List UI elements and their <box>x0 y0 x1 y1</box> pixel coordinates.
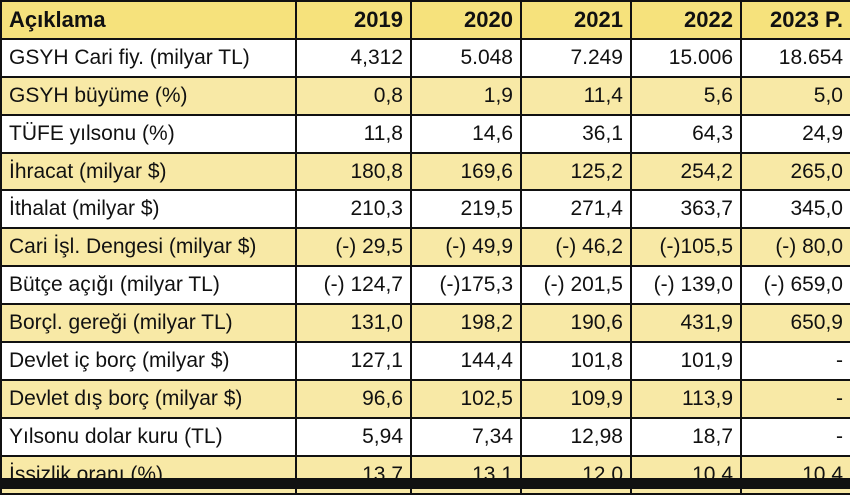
table-cell: 18.654 <box>740 37 850 78</box>
table-cell: 15.006 <box>630 37 742 78</box>
table-cell: 7.249 <box>520 37 632 78</box>
table-row: Yılsonu dolar kuru (TL) 5,94 7,34 12,98 18,7… <box>0 416 850 457</box>
table-cell: 144,4 <box>410 341 522 381</box>
table-row: TÜFE yılsonu (%) 11,8 14,6 36,1 64,3 24,9 <box>0 113 850 154</box>
table-cell: 1,9 <box>410 75 522 116</box>
table-cell: - <box>740 341 850 381</box>
column-header-2020: 2020 <box>410 0 522 40</box>
table-cell: 254,2 <box>630 151 742 192</box>
table-cell: 11,8 <box>295 113 412 154</box>
row-label: İthalat (milyar $) <box>0 189 297 230</box>
table-cell: 190,6 <box>520 303 632 344</box>
table-row: Devlet dış borç (milyar $) 96,6 102,5 109,9… <box>0 378 850 419</box>
table-cell: 113,9 <box>630 378 742 419</box>
row-label: GSYH büyüme (%) <box>0 75 297 116</box>
table-cell: 18,7 <box>630 416 742 457</box>
table-cell: 5,94 <box>295 416 412 457</box>
table-cell: 431,9 <box>630 303 742 344</box>
table-cell: (-) 46,2 <box>520 227 632 268</box>
column-header-2023-forecast: 2023 P. <box>740 0 850 40</box>
row-label: Yılsonu dolar kuru (TL) <box>0 416 297 457</box>
row-label: Devlet dış borç (milyar $) <box>0 378 297 419</box>
table-cell: 64,3 <box>630 113 742 154</box>
table-cell: 219,5 <box>410 189 522 230</box>
table-cell: (-)105,5 <box>630 227 742 268</box>
table-cell: 198,2 <box>410 303 522 344</box>
table-body: GSYH Cari fiy. (milyar TL) 4,312 5.048 7.24… <box>0 37 850 495</box>
row-label: Bütçe açığı (milyar TL) <box>0 265 297 306</box>
table-cell: (-) 29,5 <box>295 227 412 268</box>
table-cell: 169,6 <box>410 151 522 192</box>
table-cell: 125,2 <box>520 151 632 192</box>
table-cell: 14,6 <box>410 113 522 154</box>
table-cell: 180,8 <box>295 151 412 192</box>
row-label: Devlet iç borç (milyar $) <box>0 341 297 381</box>
table-cell: (-) 139,0 <box>630 265 742 306</box>
bottom-border-bar <box>0 478 850 489</box>
row-label: GSYH Cari fiy. (milyar TL) <box>0 37 297 78</box>
table-cell: 36,1 <box>520 113 632 154</box>
column-header-2019: 2019 <box>295 0 412 40</box>
table-cell: 12,98 <box>520 416 632 457</box>
column-header-2021: 2021 <box>520 0 632 40</box>
table-cell: 265,0 <box>740 151 850 192</box>
row-label: İhracat (milyar $) <box>0 151 297 192</box>
table-cell: 96,6 <box>295 378 412 419</box>
table-cell: - <box>740 378 850 419</box>
table-cell: 127,1 <box>295 341 412 381</box>
table-cell: (-) 124,7 <box>295 265 412 306</box>
table-row: Devlet iç borç (milyar $) 127,1 144,4 101,8… <box>0 341 850 381</box>
table-cell: 5,6 <box>630 75 742 116</box>
table-cell: 102,5 <box>410 378 522 419</box>
table-cell: 24,9 <box>740 113 850 154</box>
column-header-description: Açıklama <box>0 0 297 40</box>
table-header-row: Açıklama 2019 2020 2021 2022 2023 P. <box>0 0 850 40</box>
table-cell: 101,8 <box>520 341 632 381</box>
row-label: Cari İşl. Dengesi (milyar $) <box>0 227 297 268</box>
table-cell: 11,4 <box>520 75 632 116</box>
table-cell: (-) 659,0 <box>740 265 850 306</box>
table-row: Bütçe açığı (milyar TL) (-) 124,7 (-)175,3… <box>0 265 850 306</box>
table-row: İhracat (milyar $) 180,8 169,6 125,2 254,2 26… <box>0 151 850 192</box>
table-row: İthalat (milyar $) 210,3 219,5 271,4 363,7 34… <box>0 189 850 230</box>
table-row: Borçl. gereği (milyar TL) 131,0 198,2 190,6… <box>0 303 850 344</box>
table-cell: 0,8 <box>295 75 412 116</box>
row-label: TÜFE yılsonu (%) <box>0 113 297 154</box>
table-cell: 345,0 <box>740 189 850 230</box>
table-row: GSYH Cari fiy. (milyar TL) 4,312 5.048 7.24… <box>0 37 850 78</box>
table-cell: (-) 80,0 <box>740 227 850 268</box>
table-cell: 101,9 <box>630 341 742 381</box>
table-cell: - <box>740 416 850 457</box>
table-cell: 131,0 <box>295 303 412 344</box>
table-cell: 4,312 <box>295 37 412 78</box>
table-cell: 5.048 <box>410 37 522 78</box>
table-cell: 650,9 <box>740 303 850 344</box>
table-cell: 7,34 <box>410 416 522 457</box>
table-cell: 271,4 <box>520 189 632 230</box>
table-cell: 109,9 <box>520 378 632 419</box>
table-cell: (-) 201,5 <box>520 265 632 306</box>
table-row: GSYH büyüme (%) 0,8 1,9 11,4 5,6 5,0 <box>0 75 850 116</box>
table-cell: (-) 49,9 <box>410 227 522 268</box>
table-cell: 5,0 <box>740 75 850 116</box>
table-cell: (-)175,3 <box>410 265 522 306</box>
table-cell: 363,7 <box>630 189 742 230</box>
table-row: Cari İşl. Dengesi (milyar $) (-) 29,5 (-) … <box>0 227 850 268</box>
column-header-2022: 2022 <box>630 0 742 40</box>
table-cell: 210,3 <box>295 189 412 230</box>
row-label: Borçl. gereği (milyar TL) <box>0 303 297 344</box>
